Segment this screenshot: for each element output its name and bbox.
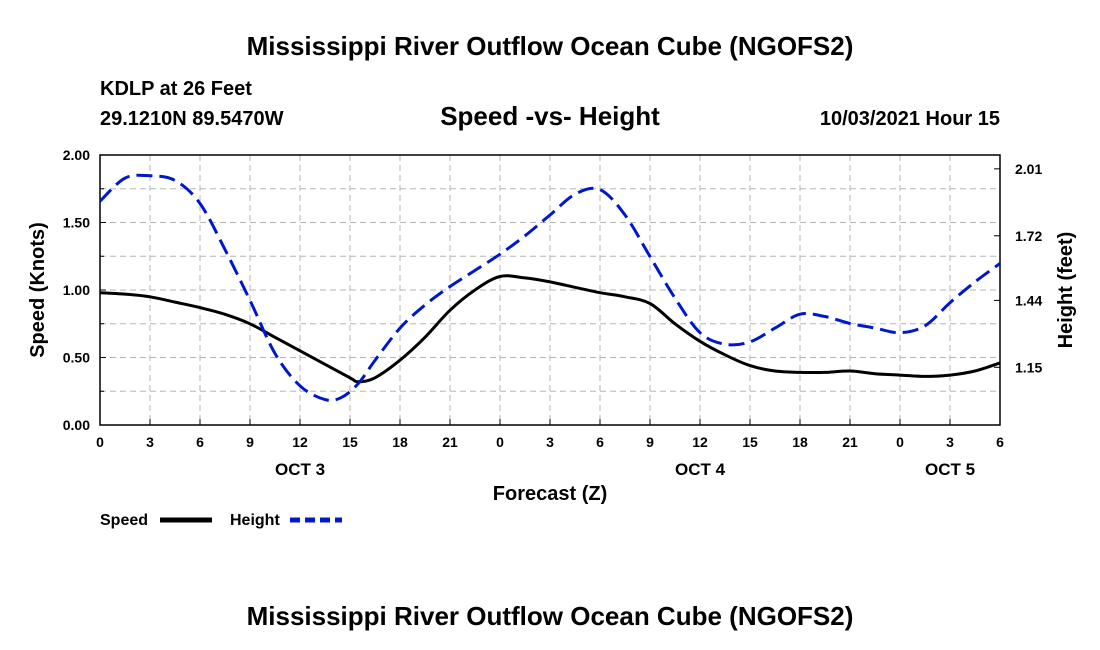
series-line-speed bbox=[99, 274, 1001, 384]
x-day-label: OCT 3 bbox=[275, 460, 325, 479]
x-tick-label: 21 bbox=[442, 434, 458, 450]
series-line-height bbox=[98, 173, 1001, 402]
x-tick-label: 9 bbox=[646, 434, 654, 450]
x-axis-label: Forecast (Z) bbox=[493, 483, 607, 505]
y-right-tick-label: 1.15 bbox=[1015, 359, 1042, 375]
x-tick-label: 0 bbox=[896, 434, 904, 450]
y-left-tick-label: 0.00 bbox=[63, 417, 90, 433]
x-tick-label: 12 bbox=[292, 434, 308, 450]
x-tick-label: 3 bbox=[146, 434, 154, 450]
legend-label-height: Height bbox=[230, 512, 280, 529]
y-right-tick-label: 2.01 bbox=[1015, 161, 1042, 177]
station-label: KDLP at 26 Feet bbox=[100, 78, 252, 100]
location-label: 29.1210N 89.5470W bbox=[100, 108, 284, 130]
axis-ticks: 0 3 6 9 12 15 18 21 0 3 6 9 12 15 18 21 0 3 6 0.00 0.50 1.00 1… bbox=[63, 147, 1043, 479]
x-tick-label: 9 bbox=[246, 434, 254, 450]
x-tick-label: 6 bbox=[996, 434, 1004, 450]
y-right-tick-label: 1.72 bbox=[1015, 228, 1042, 244]
x-tick-label: 21 bbox=[842, 434, 858, 450]
x-tick-label: 6 bbox=[596, 434, 604, 450]
y-axis-right-label: Height (feet) bbox=[1055, 232, 1077, 349]
x-tick-label: 3 bbox=[546, 434, 554, 450]
datetime-label: 10/03/2021 Hour 15 bbox=[820, 108, 1000, 130]
x-tick-label: 0 bbox=[496, 434, 504, 450]
y-left-tick-label: 1.00 bbox=[63, 282, 90, 298]
x-tick-label: 6 bbox=[196, 434, 204, 450]
x-tick-label: 12 bbox=[692, 434, 708, 450]
x-tick-label: 3 bbox=[946, 434, 954, 450]
y-left-tick-label: 2.00 bbox=[63, 147, 90, 163]
x-day-label: OCT 5 bbox=[925, 460, 975, 479]
y-right-tick-label: 1.44 bbox=[1015, 292, 1042, 308]
x-day-label: OCT 4 bbox=[675, 460, 726, 479]
y-axis-left-label: Speed (Knots) bbox=[27, 222, 49, 358]
x-tick-label: 15 bbox=[342, 434, 358, 450]
y-left-tick-label: 0.50 bbox=[63, 350, 90, 366]
chart-title: Mississippi River Outflow Ocean Cube (NG… bbox=[247, 31, 854, 61]
grid bbox=[100, 155, 1000, 425]
legend: Speed Height bbox=[100, 512, 342, 529]
y-left-tick-label: 1.50 bbox=[63, 215, 90, 231]
legend-label-speed: Speed bbox=[100, 512, 148, 529]
series-lines bbox=[98, 173, 1001, 402]
chart-subtitle: Speed -vs- Height bbox=[440, 101, 660, 131]
x-tick-label: 18 bbox=[792, 434, 808, 450]
x-tick-label: 15 bbox=[742, 434, 758, 450]
x-tick-label: 0 bbox=[96, 434, 104, 450]
x-tick-label: 18 bbox=[392, 434, 408, 450]
footer-title: Mississippi River Outflow Ocean Cube (NG… bbox=[247, 601, 854, 631]
